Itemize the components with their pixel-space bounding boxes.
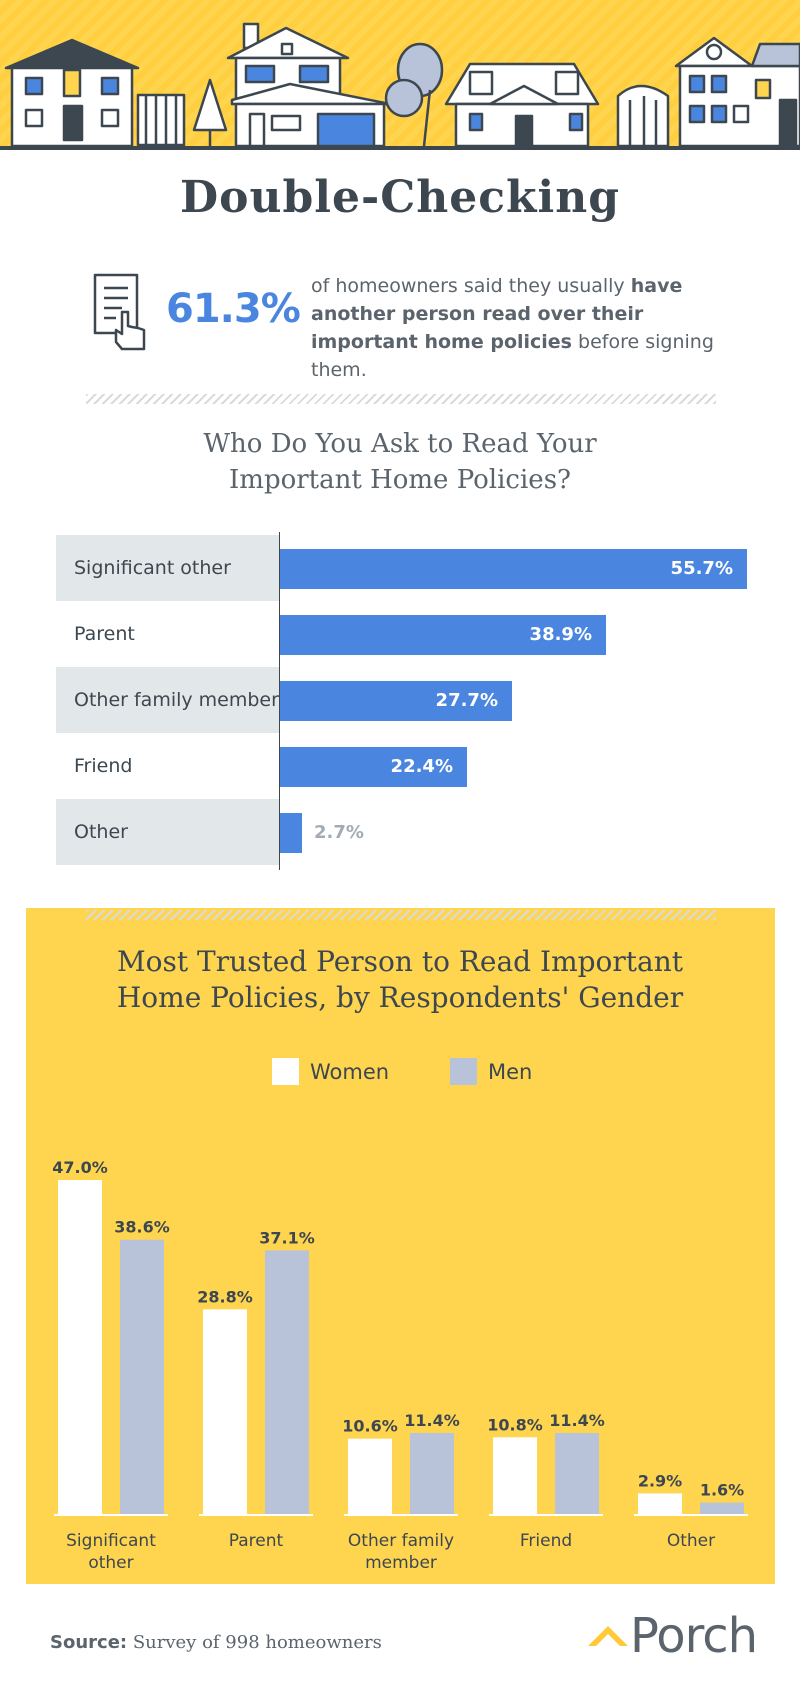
stat-description: of homeowners said they usually have ano…: [311, 272, 731, 384]
stat-percentage: 61.3%: [166, 286, 301, 332]
legend-swatch-men: [450, 1058, 477, 1085]
bar-value-label: 28.8%: [197, 1287, 253, 1306]
houses-illustration: [0, 22, 800, 150]
bar-category-label: Parent: [74, 623, 135, 645]
chart1-title-line1: Who Do You Ask to Read Your: [203, 429, 597, 459]
bar-category-label: Other family member: [74, 689, 279, 711]
chart2-title-line1: Most Trusted Person to Read Important: [116, 945, 684, 978]
bar-value-label: 1.6%: [700, 1481, 744, 1500]
bar-row: Other family member 27.7%: [56, 667, 756, 733]
category-label: Parent: [229, 1531, 284, 1551]
bar-value-label: 11.4%: [404, 1411, 460, 1430]
bar-value-label: 10.8%: [487, 1415, 543, 1434]
bar-row: Other 2.7%: [56, 799, 756, 865]
bar-value-label: 2.7%: [314, 822, 364, 843]
bar: [279, 813, 302, 853]
bar-men: [265, 1250, 309, 1514]
bar-value-label: 38.6%: [114, 1218, 170, 1237]
source-label: Source:: [50, 1632, 128, 1653]
legend-swatch-women: [272, 1058, 299, 1085]
bar-label-background: [56, 535, 279, 601]
source-text: Survey of 998 homeowners: [127, 1632, 382, 1653]
chart1-title-line2: Important Home Policies?: [229, 465, 571, 495]
bar-value-label: 38.9%: [529, 624, 592, 645]
divider: [86, 910, 716, 920]
bar-value-label: 55.7%: [670, 558, 733, 579]
bar-value-label: 11.4%: [549, 1411, 605, 1430]
bar-label-background: [56, 733, 279, 799]
bar-women: [638, 1493, 682, 1514]
stat-text-bold: have another person read over their impo…: [311, 275, 683, 353]
chart1-title: Who Do You Ask to Read Your Important Ho…: [0, 426, 800, 498]
bar: [279, 747, 467, 787]
page-title: Double-Checking: [180, 172, 620, 223]
source-note: Source: Survey of 998 homeowners: [50, 1632, 382, 1653]
bar-men: [700, 1502, 744, 1514]
bar-value-label: 27.7%: [435, 690, 498, 711]
category-label: Friend: [520, 1531, 572, 1551]
porch-roof-icon: [588, 1626, 628, 1646]
bar: [279, 549, 747, 589]
bar-men: [410, 1432, 454, 1514]
bar-row: Friend 22.4%: [56, 733, 756, 799]
category-label: Other: [667, 1531, 715, 1551]
bar-men: [120, 1239, 164, 1514]
bar-category-label: Other: [74, 821, 128, 843]
category-label: other: [88, 1553, 133, 1573]
bar-label-background: [56, 601, 279, 667]
bar-label-background: [56, 799, 279, 865]
category-label: member: [365, 1553, 437, 1573]
chart1-axis-line: [279, 532, 280, 870]
chart2-title-line2: Home Policies, by Respondents' Gender: [116, 981, 684, 1014]
bar-value-label: 10.6%: [342, 1417, 398, 1436]
category-label: Other family: [348, 1531, 454, 1551]
bar-women: [493, 1437, 537, 1514]
bar-women: [348, 1438, 392, 1514]
bar-women: [58, 1180, 102, 1514]
bar-women: [203, 1309, 247, 1514]
bar-label-background: [56, 667, 279, 733]
brand-name: Porch: [630, 1608, 758, 1664]
bar-value-label: 47.0%: [52, 1158, 108, 1177]
stat-text-pre: of homeowners said they usually: [311, 275, 631, 297]
houses-banner: [0, 0, 800, 150]
bar: [279, 615, 606, 655]
bar-category-label: Friend: [74, 755, 133, 777]
bar-men: [555, 1432, 599, 1514]
divider: [86, 394, 716, 404]
chart2-title: Most Trusted Person to Read Important Ho…: [0, 944, 800, 1016]
document-hand-icon: [93, 273, 146, 351]
bar-value-label: 37.1%: [259, 1228, 315, 1247]
bar: [279, 681, 512, 721]
bar-value-label: 2.9%: [638, 1471, 682, 1490]
legend-label-men: Men: [488, 1060, 533, 1084]
bar-category-label: Significant other: [74, 557, 231, 579]
stat-text-post: before signing them.: [311, 331, 714, 381]
bar-row: Significant other 55.7%: [56, 535, 756, 601]
bar-row: Parent 38.9%: [56, 601, 756, 667]
category-label: Significant: [66, 1531, 156, 1551]
bar-value-label: 22.4%: [390, 756, 453, 777]
legend-label-women: Women: [310, 1060, 390, 1084]
